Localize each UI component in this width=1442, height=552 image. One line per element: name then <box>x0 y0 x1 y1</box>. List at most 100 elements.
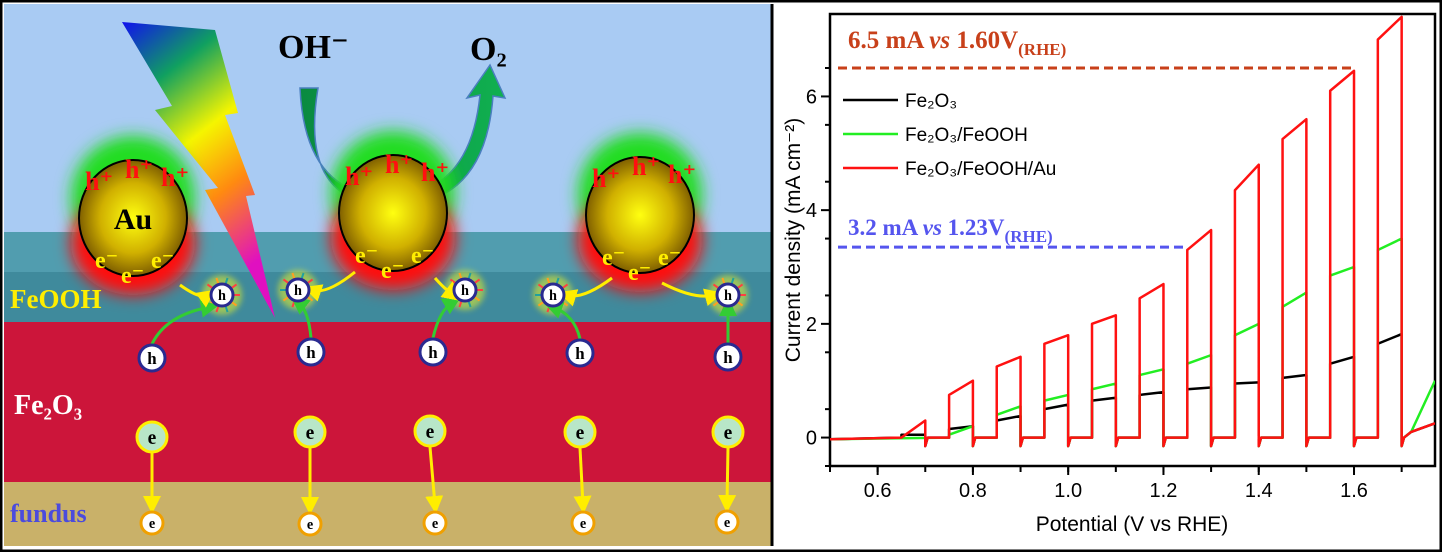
x-tick-label: 1.2 <box>1150 480 1178 502</box>
hole-plus-label: h⁺ <box>345 162 373 191</box>
au-label: Au <box>114 203 152 236</box>
hole-plus-label: h⁺ <box>592 164 620 193</box>
gold-sphere <box>338 154 448 272</box>
hole-plus-label: h⁺ <box>161 163 189 192</box>
surface-hole-label: h <box>724 288 732 304</box>
bulk-electron-label: e <box>306 423 315 444</box>
collected-electron-label: e <box>307 517 313 533</box>
hole-transfer-arrow <box>150 299 219 345</box>
collected-electron: e <box>570 510 596 536</box>
collected-electron: e <box>139 510 165 536</box>
y-tick-label: 6 <box>806 86 817 108</box>
electron-minus-label: e⁻ <box>95 248 118 274</box>
legend-item: Fe₂O₃ <box>843 91 957 112</box>
hole-plus-label: h⁺ <box>668 160 696 189</box>
annotation-potential: 1.23V <box>942 215 1005 240</box>
legend-label: Fe₂O₃ <box>905 91 957 112</box>
au-nanoparticle: Auh⁺ h⁺ h⁺e⁻e⁻e⁻ <box>71 136 195 295</box>
electron-transfer-arrow <box>558 276 613 307</box>
bulk-electron-label: e <box>148 428 157 449</box>
y-tick-label: 4 <box>806 200 817 222</box>
electron-minus-label: e⁻ <box>121 263 144 289</box>
bulk-hole-label: h <box>428 343 438 362</box>
x-tick-label: 0.6 <box>864 480 892 502</box>
bulk-electron-label: e <box>426 422 435 443</box>
annotation-value: 3.2 mA <box>848 215 923 240</box>
hole-plus-label: h⁺ <box>85 167 113 196</box>
annotation-label: 3.2 mA vs 1.23V(RHE) <box>848 215 1053 246</box>
bulk-hole-label: h <box>723 348 733 367</box>
legend-label: Fe₂O₃/FeOOH <box>905 125 1028 146</box>
surface-hole: h <box>452 277 478 303</box>
legend-item: Fe₂O₃/FeOOH/Au <box>843 159 1056 180</box>
legend-item: Fe₂O₃/FeOOH <box>843 125 1028 146</box>
bulk-electron: e <box>293 415 327 449</box>
au-nanoparticle: h⁺ h⁺ h⁺e⁻e⁻e⁻ <box>578 133 702 292</box>
annotation-reference: (RHE) <box>1018 40 1066 59</box>
light-bolt-icon <box>122 22 275 318</box>
bulk-hole: h <box>296 337 326 367</box>
electron-flow-arrow <box>425 446 444 514</box>
electron-minus-label: e⁻ <box>628 260 651 286</box>
surface-hole: h <box>715 282 741 308</box>
surface-hole-label: h <box>461 283 469 299</box>
hole-plus-label: h⁺ <box>632 152 660 181</box>
bulk-electron-label: e <box>724 423 733 444</box>
y-tick-label: 0 <box>806 428 817 450</box>
reactant-label: OH⁻ <box>278 29 349 66</box>
annotation-label: 6.5 mA vs 1.60V(RHE) <box>848 27 1066 59</box>
collected-electron-label: e <box>432 516 438 532</box>
hole-transfer-arrow <box>431 297 461 339</box>
surface-hole: h <box>209 282 235 308</box>
electron-minus-label: e⁻ <box>658 245 681 271</box>
plot-frame <box>828 12 1437 468</box>
x-tick-label: 1.4 <box>1245 480 1273 502</box>
bulk-electron: e <box>563 415 597 449</box>
surface-hole-label: h <box>218 288 226 304</box>
x-tick-label: 0.8 <box>959 480 987 502</box>
electron-flow-arrow <box>573 447 592 514</box>
hole-transfer-arrow <box>544 301 582 340</box>
fe2o3-label: Fe₂O₃ <box>14 390 82 421</box>
electron-minus-label: e⁻ <box>151 248 174 274</box>
hole-plus-label: h⁺ <box>385 150 413 179</box>
electron-transfer-arrow <box>661 281 723 306</box>
collected-electron-label: e <box>149 516 155 532</box>
electron-minus-label: e⁻ <box>602 245 625 271</box>
surface-hole-label: h <box>549 288 557 304</box>
electron-transfer-arrow <box>303 270 356 302</box>
collected-electron-label: e <box>724 515 730 531</box>
annotation-potential: 1.60V <box>950 27 1018 54</box>
bulk-electron: e <box>413 414 447 448</box>
electron-transfer-arrow <box>433 277 459 301</box>
mechanism-diagram: OH⁻ O₂ Auh⁺ h⁺ h⁺e⁻e⁻e⁻h⁺ h⁺ h⁺e⁻e⁻e⁻h⁺ h⁺ h⁺e… <box>4 4 774 546</box>
fundus-label: fundus <box>10 499 87 528</box>
electron-minus-label: e⁻ <box>411 243 434 269</box>
y-axis-label: Current density (mA cm⁻²) <box>782 118 805 362</box>
hole-plus-label: h⁺ <box>421 158 449 187</box>
collected-electron: e <box>297 511 323 537</box>
annotation-value: 6.5 mA <box>848 27 929 54</box>
product-label: O₂ <box>470 31 507 68</box>
bulk-hole: h <box>713 342 743 372</box>
collected-electron: e <box>422 510 448 536</box>
bulk-hole: h <box>137 343 167 373</box>
surface-hole-label: h <box>294 283 302 299</box>
bulk-hole-label: h <box>575 344 585 363</box>
x-axis-label: Potential (V vs RHE) <box>1036 513 1229 536</box>
bulk-hole: h <box>418 337 448 367</box>
fundus-layer <box>4 482 772 546</box>
gold-sphere <box>78 159 188 277</box>
surface-hole: h <box>540 282 566 308</box>
hole-plus-label: h⁺ <box>125 155 153 184</box>
au-nanoparticle: h⁺ h⁺ h⁺e⁻e⁻e⁻ <box>331 131 455 290</box>
annotation-vs: vs <box>929 27 950 54</box>
bulk-electron: e <box>135 420 169 454</box>
collected-electron-label: e <box>580 516 586 532</box>
electron-minus-label: e⁻ <box>355 243 378 269</box>
fe2o3-layer <box>4 322 772 482</box>
annotation-vs: vs <box>923 215 942 240</box>
